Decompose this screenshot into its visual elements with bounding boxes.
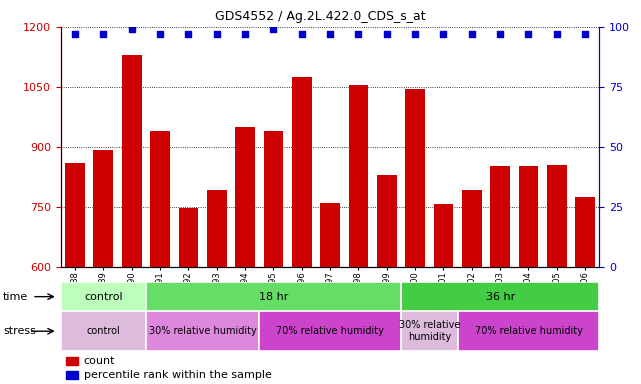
Point xyxy=(70,31,80,37)
Point xyxy=(183,31,194,37)
Bar xyxy=(146,311,259,351)
Point xyxy=(552,31,562,37)
Bar xyxy=(349,85,369,267)
Text: GDS4552 / Ag.2L.422.0_CDS_s_at: GDS4552 / Ag.2L.422.0_CDS_s_at xyxy=(215,10,426,23)
Point xyxy=(127,26,137,32)
Bar xyxy=(433,204,453,267)
Bar xyxy=(263,131,283,267)
Text: 18 hr: 18 hr xyxy=(259,291,288,302)
Bar xyxy=(320,203,340,267)
Point xyxy=(467,31,477,37)
Point xyxy=(155,31,165,37)
Point xyxy=(495,31,505,37)
Point xyxy=(269,26,279,32)
Bar xyxy=(66,371,78,379)
Bar xyxy=(66,357,78,366)
Bar xyxy=(490,166,510,267)
Text: 70% relative humidity: 70% relative humidity xyxy=(474,326,583,336)
Bar xyxy=(401,282,599,311)
Bar xyxy=(207,190,227,267)
Bar xyxy=(94,150,113,267)
Bar xyxy=(292,77,312,267)
Text: count: count xyxy=(83,356,115,366)
Bar xyxy=(458,311,599,351)
Point xyxy=(212,31,222,37)
Text: 70% relative humidity: 70% relative humidity xyxy=(276,326,384,336)
Bar xyxy=(259,311,401,351)
Text: control: control xyxy=(87,326,121,336)
Bar xyxy=(547,165,567,267)
Bar xyxy=(146,282,401,311)
Bar xyxy=(122,55,142,267)
Point xyxy=(297,31,307,37)
Point xyxy=(98,31,108,37)
Point xyxy=(381,31,392,37)
Text: 30% relative humidity: 30% relative humidity xyxy=(149,326,256,336)
Bar xyxy=(462,190,482,267)
Bar xyxy=(61,311,146,351)
Text: 30% relative
humidity: 30% relative humidity xyxy=(399,320,460,342)
Point xyxy=(353,31,363,37)
Bar xyxy=(405,89,425,267)
Bar xyxy=(575,197,595,267)
Bar xyxy=(377,175,397,267)
Point xyxy=(523,31,533,37)
Point xyxy=(240,31,250,37)
Point xyxy=(410,31,420,37)
Text: control: control xyxy=(84,291,122,302)
Point xyxy=(325,31,335,37)
Text: 36 hr: 36 hr xyxy=(485,291,515,302)
Bar xyxy=(61,282,146,311)
Bar xyxy=(401,311,458,351)
Text: percentile rank within the sample: percentile rank within the sample xyxy=(83,370,271,380)
Bar xyxy=(65,163,85,267)
Bar xyxy=(178,208,198,267)
Text: time: time xyxy=(3,291,28,302)
Bar xyxy=(150,131,170,267)
Bar xyxy=(235,127,255,267)
Text: stress: stress xyxy=(3,326,36,336)
Point xyxy=(438,31,449,37)
Bar xyxy=(519,166,538,267)
Point xyxy=(580,31,590,37)
